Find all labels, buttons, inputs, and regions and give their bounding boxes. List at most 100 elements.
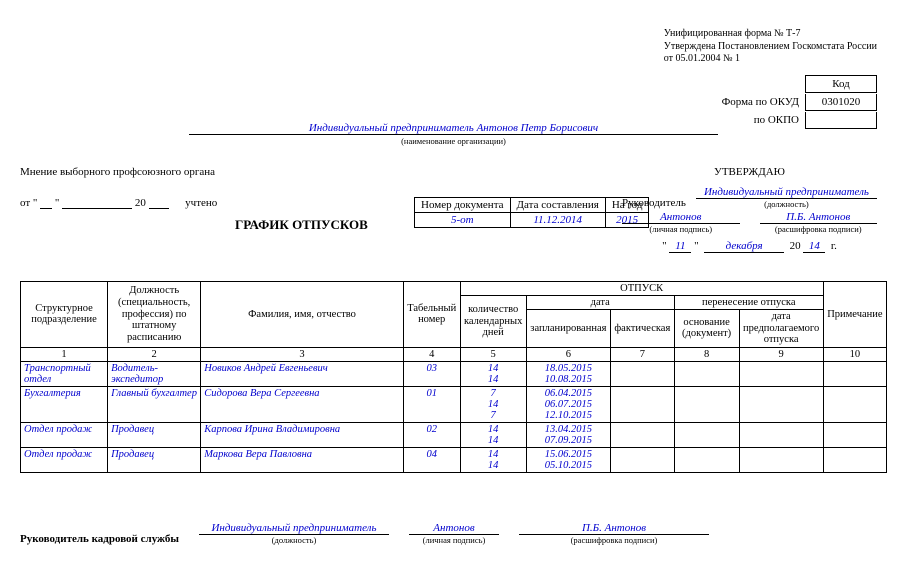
codes-head: Код (805, 75, 877, 93)
cell-pdate (739, 422, 823, 447)
hr-name: П.Б. Антонов (519, 522, 709, 535)
table-row: Отдел продажПродавецКарпова Ирина Владим… (21, 422, 887, 447)
page-title: ГРАФИК ОТПУСКОВ (235, 217, 368, 233)
h-days: количество календарных дней (460, 296, 526, 348)
cell-note (823, 422, 886, 447)
approve-name: П.Б. Антонов (760, 211, 878, 224)
cell-pos: Продавец (108, 422, 201, 447)
appr-day: 11 (669, 240, 691, 253)
docnum-head: Номер документа (415, 198, 511, 213)
n5: 5 (460, 347, 526, 361)
cell-pos: Водитель-экспедитор (108, 361, 201, 386)
cell-fio: Сидорова Вера Сергеевна (201, 386, 404, 422)
docnum: 5-от (415, 213, 511, 228)
docdate-head: Дата составления (510, 198, 605, 213)
approve-role: Индивидуальный предприниматель (696, 186, 877, 199)
doc-info-table: Номер документа Дата составления На год … (414, 197, 649, 228)
table-row: Отдел продажПродавецМаркова Вера Павловн… (21, 447, 887, 472)
cell-note (823, 361, 886, 386)
appr-g: г. (831, 240, 837, 252)
cell-tab: 02 (403, 422, 460, 447)
cell-fio: Маркова Вера Павловна (201, 447, 404, 472)
h-fio: Фамилия, имя, отчество (201, 282, 404, 348)
appr-20: 20 (790, 240, 801, 252)
okud-label: Форма по ОКУД (722, 96, 805, 108)
cell-fact (610, 361, 674, 386)
n8: 8 (674, 347, 739, 361)
cell-days: 7147 (460, 386, 526, 422)
cell-basis (674, 361, 739, 386)
cell-days: 1414 (460, 361, 526, 386)
h-note: Примечание (823, 282, 886, 348)
h-pos: Должность (специальность, профессия) по … (108, 282, 201, 348)
cell-plan: 15.06.201505.10.2015 (526, 447, 610, 472)
docyear: 2015 (605, 213, 649, 228)
n3: 3 (201, 347, 404, 361)
cell-tab: 04 (403, 447, 460, 472)
hr-role-sub: (должность) (199, 535, 389, 545)
docyear-head: На год (605, 198, 649, 213)
main-table-wrap: Структурное подразделение Должность (спе… (20, 281, 887, 473)
h-tab: Табельный номер (403, 282, 460, 348)
form-line3: от 05.01.2004 № 1 (664, 53, 877, 66)
cell-dep: Транспортный отдел (21, 361, 108, 386)
union-20: 20 (135, 197, 146, 209)
okud-value: 0301020 (805, 94, 877, 111)
cell-note (823, 386, 886, 422)
union-line1: Мнение выборного профсоюзного органа (20, 166, 217, 178)
cell-tab: 03 (403, 361, 460, 386)
form-line1: Унифицированная форма № Т-7 (664, 28, 877, 41)
h-fact: фактическая (610, 310, 674, 348)
vacation-table: Структурное подразделение Должность (спе… (20, 281, 887, 473)
hr-role: Индивидуальный предприниматель (199, 522, 389, 535)
h-plan: запланированная (526, 310, 610, 348)
hr-sign-sub: (личная подпись) (409, 535, 499, 545)
hr-name-sub: (расшифровка подписи) (519, 535, 709, 545)
form-line2: Утверждена Постановлением Госкомстата Ро… (664, 41, 877, 54)
cell-fio: Карпова Ирина Владимировна (201, 422, 404, 447)
appr-month: декабря (704, 240, 784, 253)
approve-name-sub: (расшифровка подписи) (760, 224, 878, 234)
cell-fio: Новиков Андрей Евгеньевич (201, 361, 404, 386)
n4: 4 (403, 347, 460, 361)
blank (62, 196, 132, 209)
table-row: Транспортный отделВодитель-экспедиторНов… (21, 361, 887, 386)
cell-dep: Отдел продаж (21, 447, 108, 472)
approve-head: УТВЕРЖДАЮ (622, 166, 877, 178)
docdate: 11.12.2014 (510, 213, 605, 228)
cell-pdate (739, 361, 823, 386)
blank (40, 196, 52, 209)
codes-block: Код Форма по ОКУД 0301020 по ОКПО (722, 75, 877, 129)
cell-dep: Отдел продаж (21, 422, 108, 447)
h-otp: ОТПУСК (460, 282, 823, 296)
org-name: Индивидуальный предприниматель Антонов П… (189, 122, 718, 135)
union-block: Мнение выборного профсоюзного органа от … (20, 166, 217, 209)
approve-block: УТВЕРЖДАЮ Руководитель Индивидуальный пр… (622, 166, 877, 253)
cell-plan: 06.04.201506.07.201512.10.2015 (526, 386, 610, 422)
cell-pdate (739, 386, 823, 422)
cell-tab: 01 (403, 386, 460, 422)
cell-days: 1414 (460, 422, 526, 447)
union-end: учтено (185, 197, 217, 209)
cell-fact (610, 422, 674, 447)
n2: 2 (108, 347, 201, 361)
form-header: Унифицированная форма № Т-7 Утверждена П… (664, 28, 877, 66)
h-dep: Структурное подразделение (21, 282, 108, 348)
h-per: перенесение отпуска (674, 296, 823, 310)
union-ot: от " (20, 197, 37, 209)
cell-plan: 13.04.201507.09.2015 (526, 422, 610, 447)
org-sub: (наименование организации) (401, 136, 506, 146)
approve-date: " 11 " декабря 20 14 г. (622, 240, 877, 253)
hr-sign: Антонов (409, 522, 499, 535)
signature-block: Руководитель кадровой службы Индивидуаль… (20, 522, 887, 545)
n1: 1 (21, 347, 108, 361)
cell-basis (674, 386, 739, 422)
hr-label: Руководитель кадровой службы (20, 533, 179, 545)
cell-pos: Главный бухгалтер (108, 386, 201, 422)
cell-fact (610, 386, 674, 422)
cell-fact (610, 447, 674, 472)
appr-year: 14 (803, 240, 825, 253)
cell-basis (674, 422, 739, 447)
org-block: Индивидуальный предприниматель Антонов П… (0, 122, 907, 147)
cell-days: 1414 (460, 447, 526, 472)
